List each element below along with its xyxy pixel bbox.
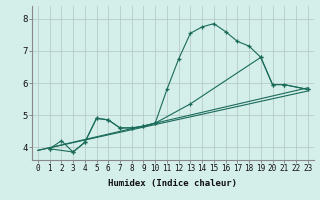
X-axis label: Humidex (Indice chaleur): Humidex (Indice chaleur) [108,179,237,188]
